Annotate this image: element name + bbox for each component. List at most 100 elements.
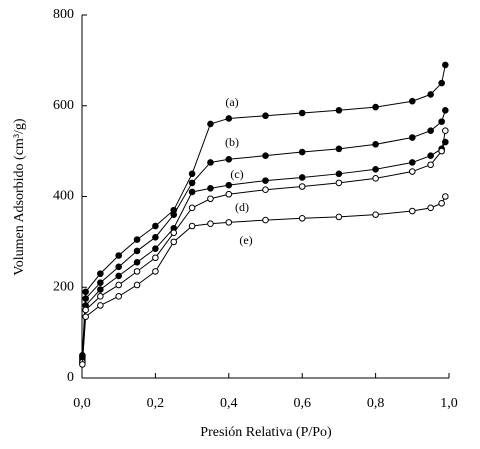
x-tick-label: 0,6 bbox=[293, 396, 311, 411]
data-point bbox=[335, 145, 343, 153]
data-point bbox=[372, 165, 379, 173]
data-point bbox=[298, 148, 306, 156]
data-point bbox=[372, 175, 379, 182]
data-point bbox=[170, 238, 178, 246]
data-point bbox=[133, 247, 141, 255]
data-point bbox=[442, 106, 449, 114]
data-point bbox=[225, 181, 233, 189]
data-point bbox=[152, 254, 159, 262]
series-label: (c) bbox=[230, 167, 243, 181]
data-point bbox=[225, 155, 233, 163]
data-point bbox=[409, 97, 416, 105]
data-point bbox=[427, 152, 434, 159]
data-point bbox=[82, 288, 89, 296]
data-point bbox=[152, 268, 159, 275]
data-point bbox=[170, 211, 178, 218]
data-point bbox=[188, 188, 196, 196]
data-point bbox=[97, 270, 104, 277]
data-point bbox=[207, 220, 214, 228]
data-point bbox=[207, 185, 214, 192]
data-point bbox=[115, 263, 122, 271]
data-point bbox=[438, 118, 445, 125]
data-point bbox=[409, 168, 416, 175]
series-label: (a) bbox=[225, 95, 238, 109]
data-point bbox=[262, 112, 269, 120]
data-point bbox=[262, 186, 269, 193]
data-point bbox=[225, 115, 233, 122]
data-point bbox=[207, 195, 214, 203]
data-point bbox=[409, 207, 416, 215]
data-point bbox=[335, 213, 343, 221]
data-point bbox=[152, 222, 159, 230]
data-point bbox=[262, 152, 269, 159]
data-point bbox=[372, 141, 379, 148]
data-point bbox=[188, 179, 196, 187]
data-point bbox=[82, 295, 89, 302]
data-point bbox=[335, 106, 343, 114]
data-point bbox=[438, 200, 445, 207]
data-point bbox=[115, 281, 122, 289]
x-axis-title: Presión Relativa (P/Po) bbox=[200, 425, 332, 440]
data-point bbox=[97, 293, 104, 300]
data-point bbox=[427, 161, 434, 169]
data-point bbox=[335, 170, 343, 178]
series-label: (e) bbox=[239, 233, 252, 247]
data-point bbox=[115, 272, 122, 280]
data-point bbox=[298, 183, 306, 190]
y-axis-title: Volumen Adsorbido (cm³/g) bbox=[12, 118, 27, 275]
data-point bbox=[298, 174, 306, 181]
y-tick-label: 800 bbox=[53, 7, 74, 22]
data-point bbox=[225, 190, 233, 198]
data-point bbox=[133, 236, 141, 243]
data-point bbox=[82, 313, 89, 321]
data-point bbox=[82, 306, 89, 314]
data-point bbox=[298, 109, 306, 117]
data-point bbox=[298, 214, 306, 222]
x-tick-label: 0,2 bbox=[147, 396, 165, 411]
data-point bbox=[427, 204, 434, 212]
data-point bbox=[442, 193, 449, 200]
data-point bbox=[115, 293, 122, 300]
data-point bbox=[152, 234, 159, 241]
x-tick-label: 1,0 bbox=[440, 396, 458, 411]
data-point bbox=[225, 219, 233, 226]
series-line bbox=[81, 130, 446, 363]
data-point bbox=[115, 252, 122, 259]
data-point bbox=[372, 211, 379, 218]
data-point bbox=[188, 170, 196, 178]
y-tick-label: 600 bbox=[53, 98, 74, 113]
data-point bbox=[133, 268, 141, 275]
series-line bbox=[81, 64, 446, 356]
x-tick-label: 0,8 bbox=[367, 396, 385, 411]
data-point bbox=[188, 222, 196, 230]
data-point bbox=[427, 127, 434, 135]
data-point bbox=[409, 134, 416, 141]
data-point bbox=[262, 216, 269, 224]
data-point bbox=[427, 91, 434, 98]
data-point bbox=[133, 258, 141, 266]
data-point bbox=[188, 204, 196, 212]
y-tick-label: 0 bbox=[67, 370, 74, 385]
data-point bbox=[152, 245, 159, 252]
data-point bbox=[442, 127, 449, 135]
data-point bbox=[335, 179, 343, 187]
data-point bbox=[207, 159, 214, 166]
data-point bbox=[372, 103, 379, 111]
data-point bbox=[409, 159, 416, 166]
data-point bbox=[97, 302, 104, 309]
y-tick-label: 400 bbox=[53, 189, 74, 204]
series-label: (b) bbox=[225, 135, 239, 149]
data-point bbox=[207, 120, 214, 128]
data-point bbox=[438, 79, 445, 87]
data-point bbox=[442, 61, 449, 69]
data-point bbox=[97, 286, 104, 293]
data-point bbox=[438, 147, 445, 155]
series-line bbox=[81, 110, 446, 358]
data-point bbox=[133, 281, 141, 289]
x-tick-label: 0,0 bbox=[73, 396, 91, 411]
series-label: (d) bbox=[235, 200, 249, 214]
data-point bbox=[262, 177, 269, 184]
y-tick-label: 200 bbox=[53, 279, 74, 294]
data-point bbox=[79, 361, 86, 368]
